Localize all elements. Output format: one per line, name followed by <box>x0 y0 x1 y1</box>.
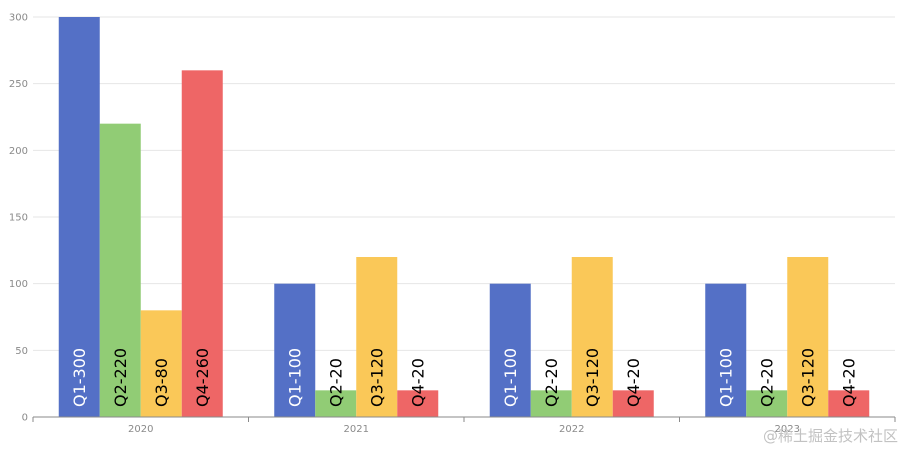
bar-data-label: Q3-120 <box>367 348 386 407</box>
bar-data-label: Q4-20 <box>408 358 427 407</box>
bar-data-label: Q1-100 <box>501 348 520 407</box>
bar-q3-2020 <box>140 310 182 417</box>
bar-data-label: Q3-120 <box>798 348 817 407</box>
y-tick-label: 0 <box>22 413 28 424</box>
bar-q1-2023 <box>705 283 747 417</box>
y-tick-label: 100 <box>9 279 28 290</box>
bar-data-label: Q2-220 <box>111 348 130 407</box>
y-axis-ticks: 0 50 100 150 200 250 300 <box>9 13 28 424</box>
bar-labels: Q1-300 Q1-100 Q1-100 Q1-100 Q2-220 Q2-20 Q2-20… <box>70 348 859 407</box>
bar-q1-2021 <box>274 283 316 417</box>
bar-q4-2020 <box>181 70 223 417</box>
bar-q2-2023 <box>746 390 788 417</box>
y-tick-label: 150 <box>9 213 28 224</box>
y-tick-label: 200 <box>9 146 28 157</box>
bar-data-label: Q4-20 <box>624 358 643 407</box>
bar-q4-2022 <box>612 390 654 417</box>
x-axis-ticks: 2020 2021 2022 2023 <box>32 417 896 435</box>
x-tick-label: 2020 <box>128 424 153 435</box>
bar-q1-2022 <box>489 283 531 417</box>
bar-q2-2022 <box>530 390 572 417</box>
bar-data-label: Q4-260 <box>193 348 212 407</box>
bar-q2-2021 <box>315 390 357 417</box>
bar-data-label: Q2-20 <box>757 358 776 407</box>
watermark: @稀土掘金技术社区 <box>763 427 898 445</box>
bar-data-label: Q2-20 <box>542 358 561 407</box>
bar-q4-2021 <box>397 390 439 417</box>
bar-q3-2022 <box>571 257 613 417</box>
y-tick-label: 300 <box>9 13 28 24</box>
x-tick-label: 2023 <box>775 424 800 435</box>
x-tick-label: 2022 <box>559 424 584 435</box>
bar-q4-2023 <box>828 390 870 417</box>
bar-q3-2023 <box>787 257 829 417</box>
y-tick-label: 50 <box>15 346 28 357</box>
bars <box>58 17 870 418</box>
bar-data-label: Q4-20 <box>839 358 858 407</box>
bar-data-label: Q1-100 <box>285 348 304 407</box>
bar-q2-2020 <box>99 123 141 418</box>
bar-q3-2021 <box>356 257 398 417</box>
bar-data-label: Q1-100 <box>716 348 735 407</box>
bar-data-label: Q1-300 <box>70 348 89 407</box>
bar-data-label: Q3-120 <box>583 348 602 407</box>
bar-q1-2020 <box>58 17 100 417</box>
bar-data-label: Q2-20 <box>326 358 345 407</box>
bar-data-label: Q3-80 <box>152 358 171 407</box>
y-tick-label: 250 <box>9 79 28 90</box>
x-tick-label: 2021 <box>344 424 369 435</box>
grid-lines <box>33 16 895 351</box>
